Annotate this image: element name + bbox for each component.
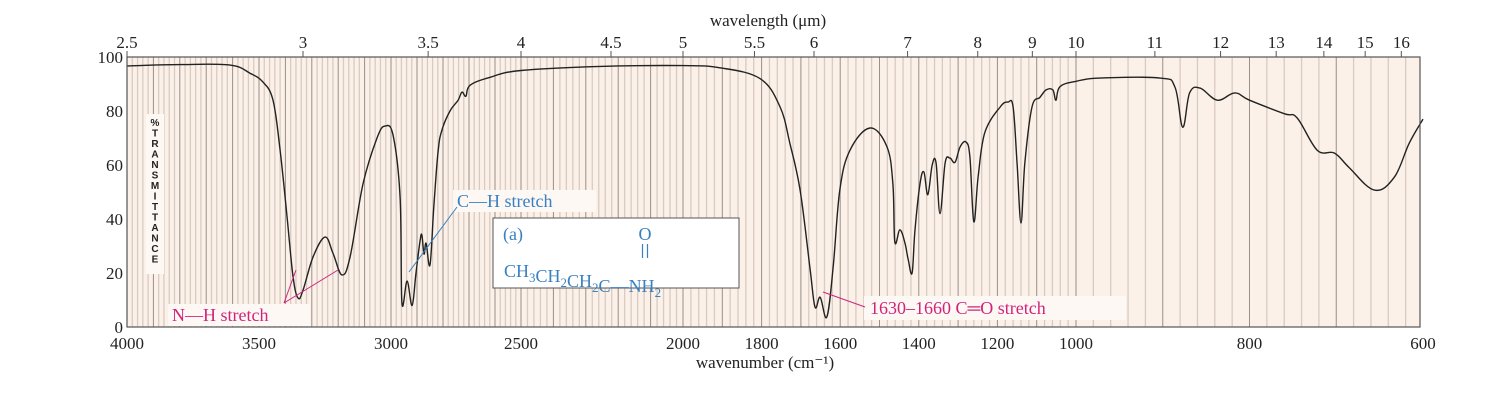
y-axis-title-letter: N <box>151 234 158 245</box>
y-axis-title-letter: R <box>151 139 159 150</box>
annotation-nh: N—H stretch <box>168 269 339 326</box>
formula-subscript: 2 <box>561 275 568 290</box>
annotation-nh-label: N—H stretch <box>172 305 268 325</box>
x-tick-label: 1600 <box>823 334 857 353</box>
y-axis-title-letter: E <box>152 255 159 266</box>
y-axis-title-letter: T <box>152 202 158 213</box>
x2-tick-label: 13 <box>1268 33 1285 52</box>
annotation-ch-label: C—H stretch <box>457 191 552 211</box>
formula-atom: C <box>599 276 611 296</box>
formula-atom: CH <box>567 271 592 291</box>
x2-tick-label: 6 <box>810 33 819 52</box>
y-axis-title-letter: T <box>152 213 158 224</box>
y-axis-title-letter: N <box>151 160 158 171</box>
y-axis-title-letter: A <box>151 150 158 161</box>
y-axis-title-letter: M <box>151 181 159 192</box>
y-axis-ticks: 0 20 40 60 80 100 <box>98 48 124 337</box>
y-tick-label: 100 <box>98 48 124 67</box>
x-tick-label: 1800 <box>745 334 779 353</box>
x-tick-label: 3500 <box>242 334 276 353</box>
formula-subscript: 2 <box>655 285 662 300</box>
y-label-box <box>146 114 164 274</box>
molecule-top-atom: O <box>639 224 652 244</box>
y-axis-title-letter: C <box>151 244 158 255</box>
spectrum-line <box>126 63 1424 319</box>
plot-frame <box>126 56 1421 328</box>
x-tick-label: 1400 <box>902 334 936 353</box>
x2-tick-label: 2.5 <box>116 33 137 52</box>
x-tick-label: 600 <box>1410 334 1436 353</box>
x2-tick-label: 5 <box>679 33 688 52</box>
x-axis-ticks: 4000 3500 3000 2500 2000 1800 1600 1400 1200 1000… <box>110 334 1436 353</box>
x2-axis-title: wavelength (μm) <box>710 11 826 30</box>
y-tick-label: 0 <box>115 318 124 337</box>
annotation-ch: C—H stretch <box>408 190 596 273</box>
x2-tick-label: 15 <box>1357 33 1374 52</box>
y-axis-title-letter: I <box>154 192 157 203</box>
y-tick-label: 80 <box>106 102 123 121</box>
y-tick-label: 60 <box>106 156 123 175</box>
y-axis-title-letter: S <box>152 171 159 182</box>
x-tick-label: 800 <box>1237 334 1263 353</box>
formula-subscript: 3 <box>529 270 536 285</box>
x2-tick-label: 14 <box>1315 33 1333 52</box>
x-tick-label: 2000 <box>666 334 700 353</box>
y-axis-title-letter: T <box>152 129 158 140</box>
molecule-label: (a) <box>503 224 523 245</box>
x2-tick-label: 5.5 <box>744 33 765 52</box>
annotation-co-label: 1630–1660 C═O stretch <box>870 298 1046 318</box>
molecule-formula: CH3CH2CH2C—NH2 <box>504 261 661 300</box>
x2-tick-label: 10 <box>1068 33 1085 52</box>
x-tick-label: 4000 <box>110 334 144 353</box>
x2-tick-label: 7 <box>903 33 912 52</box>
formula-atom: CH <box>504 261 529 281</box>
x2-tick-label: 3 <box>299 33 308 52</box>
x2-tick-label: 3.5 <box>418 33 439 52</box>
y-axis-title-letter: A <box>151 223 158 234</box>
x2-tick-label: 8 <box>974 33 983 52</box>
x2-tick-label: 9 <box>1028 33 1037 52</box>
molecule-structure: (a) O CH3CH2CH2C—NH2 <box>492 217 740 300</box>
y-tick-label: 40 <box>106 210 123 229</box>
x2-tick-label: 12 <box>1212 33 1229 52</box>
y-axis-title-letter: % <box>151 118 160 129</box>
annotation-co: 1630–1660 C═O stretch <box>822 291 1126 320</box>
x2-tick-label: 4 <box>517 33 526 52</box>
x-tick-label: 1000 <box>1059 334 1093 353</box>
x2-tick-label: 16 <box>1393 33 1410 52</box>
x-tick-label: 3000 <box>374 334 408 353</box>
x2-tick-label: 11 <box>1147 33 1163 52</box>
formula-atom: —NH <box>610 276 655 296</box>
y-tick-label: 20 <box>106 264 123 283</box>
plot-background <box>127 57 1420 327</box>
x2-axis-ticks: 2.5 3 3.5 4 4.5 5 5.5 6 7 8 9 10 11 12 13 14 15 16 <box>116 33 1410 57</box>
x-axis-title: wavenumber (cm⁻¹) <box>696 353 834 372</box>
formula-subscript: 2 <box>592 280 599 295</box>
formula-atom: CH <box>536 266 561 286</box>
x2-tick-label: 4.5 <box>600 33 621 52</box>
x-tick-label: 2500 <box>504 334 538 353</box>
x-tick-label: 1200 <box>980 334 1014 353</box>
